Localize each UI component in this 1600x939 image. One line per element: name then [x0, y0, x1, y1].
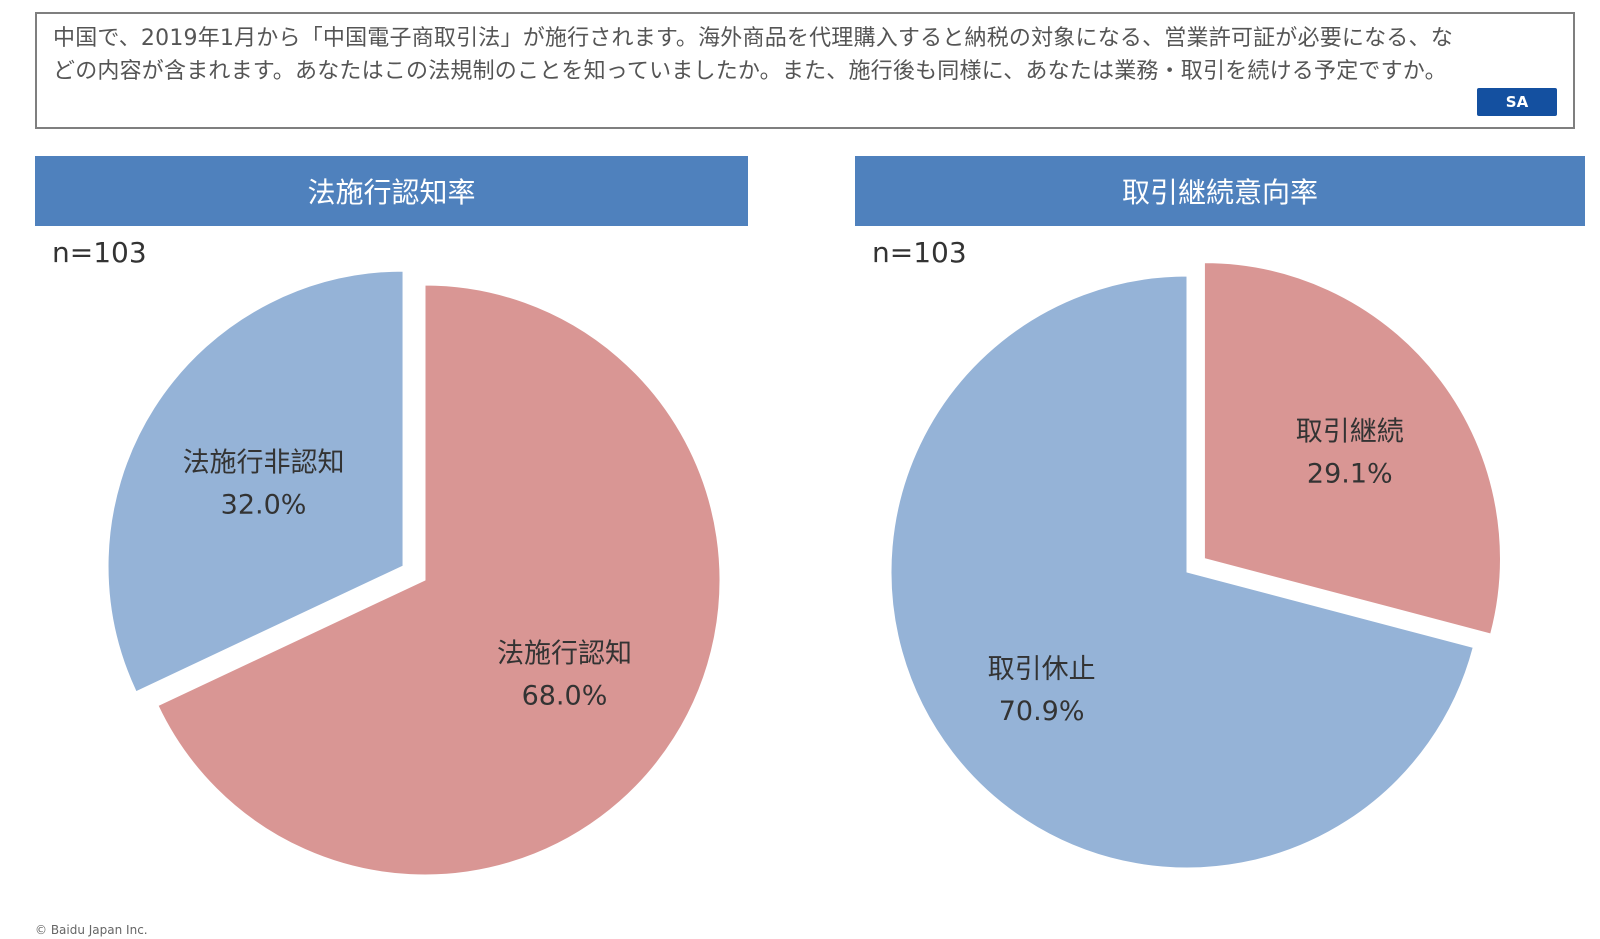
- slice-value-label-1: 70.9%: [999, 696, 1085, 727]
- slice-label-0: 法施行認知: [497, 639, 632, 670]
- pie-slice-1: [890, 275, 1474, 869]
- sample-size-label-continuation: n=103: [872, 236, 967, 269]
- sa-badge: SA: [1477, 88, 1557, 116]
- sample-size-label-awareness: n=103: [52, 236, 147, 269]
- pie-chart-continuation: 取引継続 29.1% 取引休止 70.9%: [890, 262, 1501, 869]
- panel-header-awareness: 法施行認知率: [35, 156, 748, 226]
- slice-label-0: 取引継続: [1296, 417, 1404, 448]
- question-text: 中国で、2019年1月から「中国電子商取引法」が施行されます。海外商品を代理購入…: [53, 26, 1453, 84]
- pie-slice-1: [107, 270, 404, 693]
- slice-value-label-0: 68.0%: [522, 681, 608, 712]
- panel-header-continuation: 取引継続意向率: [855, 156, 1585, 226]
- slice-value-label-1: 32.0%: [221, 490, 307, 521]
- pie-slice-0: [157, 284, 721, 876]
- question-box: 中国で、2019年1月から「中国電子商取引法」が施行されます。海外商品を代理購入…: [35, 12, 1575, 129]
- pie-chart-awareness: 法施行認知 68.0% 法施行非認知 32.0%: [107, 270, 721, 876]
- slice-label-1: 取引休止: [988, 654, 1096, 685]
- copyright: © Baidu Japan Inc.: [35, 923, 148, 937]
- pie-slice-0: [1203, 262, 1501, 635]
- slice-label-1: 法施行非認知: [183, 448, 345, 479]
- slice-value-label-0: 29.1%: [1307, 459, 1393, 490]
